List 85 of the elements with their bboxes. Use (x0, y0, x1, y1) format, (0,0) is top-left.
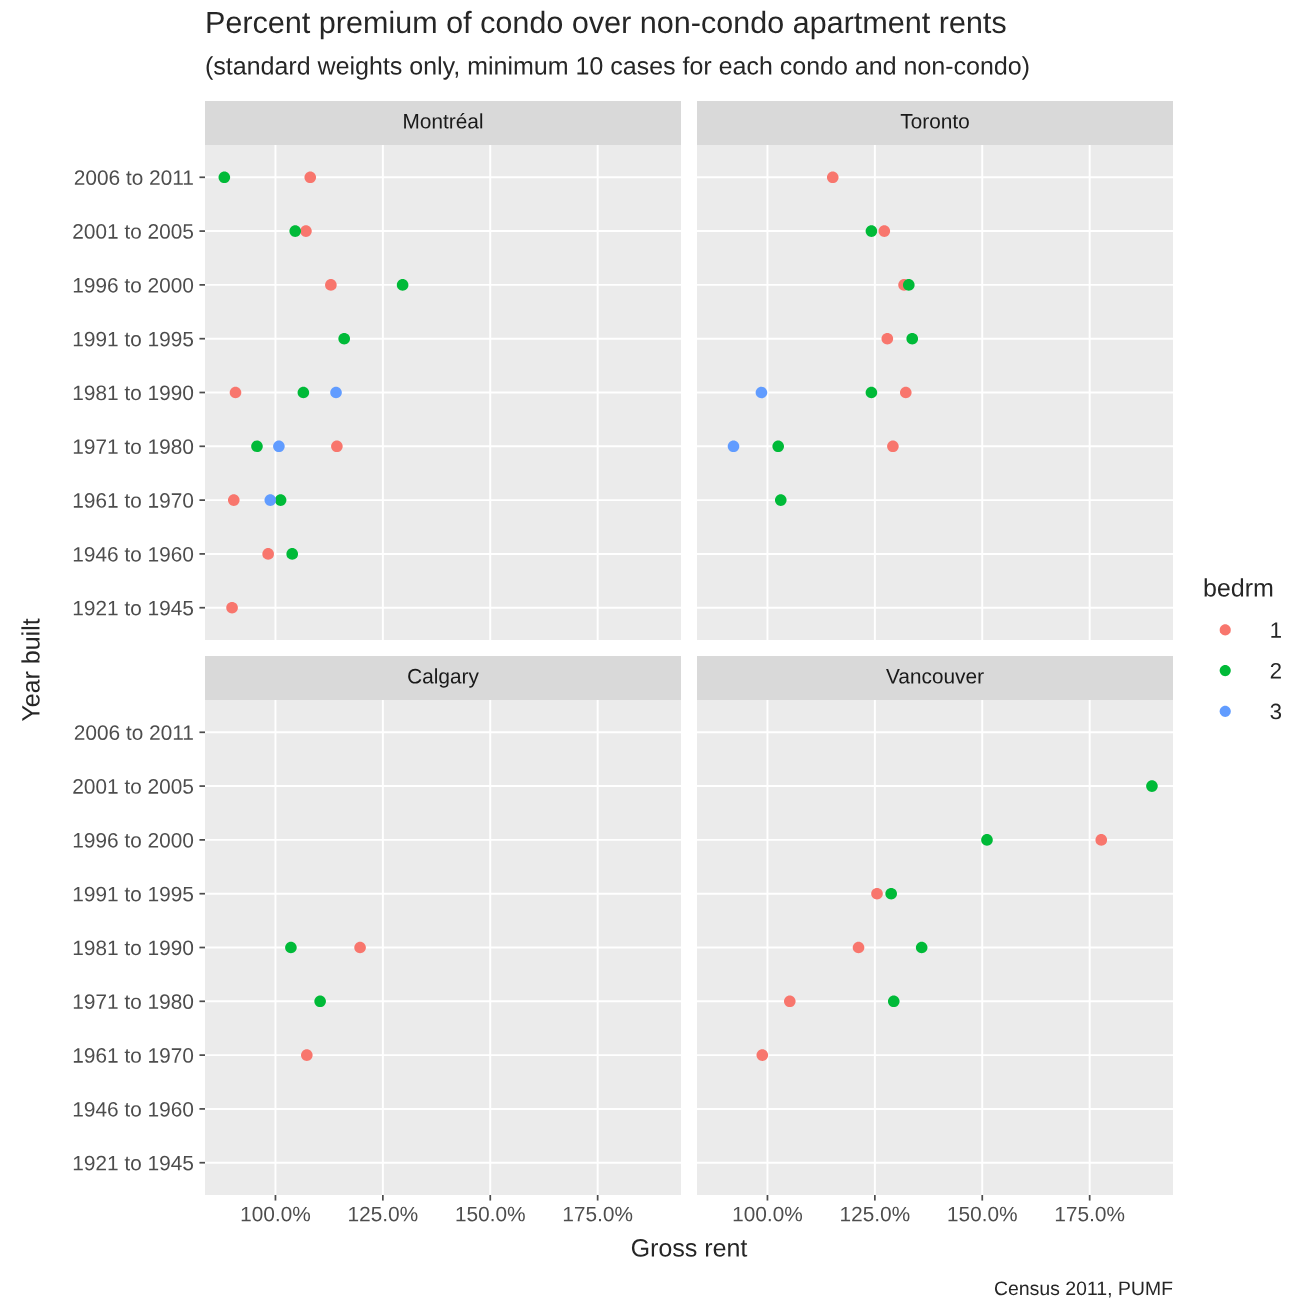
point (887, 995, 900, 1008)
point (330, 386, 342, 399)
point (297, 386, 310, 399)
x-tick-label: 175.0% (563, 1206, 633, 1222)
point (906, 332, 919, 345)
point (878, 225, 891, 237)
x-tick-label: 100.0% (241, 1206, 311, 1222)
x-axis-title: Gross rent (631, 1239, 748, 1257)
chart-title: Montréal (404, 113, 483, 129)
point (871, 887, 883, 900)
y-tick-label: 1971 to 1980 (73, 994, 194, 1010)
point (981, 834, 993, 846)
chart-title: Vancouver (886, 669, 984, 684)
y-tick-label: 2006 to 2011 (74, 170, 193, 186)
legend-title: bedrm (1204, 578, 1273, 597)
legend-label: 2 (1270, 662, 1281, 679)
point (899, 386, 912, 399)
x-tick-label: 150.0% (456, 1206, 525, 1222)
point (251, 440, 263, 453)
y-tick-label: 1996 to 2000 (73, 832, 194, 848)
y-tick-label: 1991 to 1995 (73, 886, 194, 902)
x-tick-label: 150.0% (948, 1206, 1017, 1222)
chart-title: Calgary (408, 668, 479, 688)
point (756, 1049, 769, 1061)
legend-label: 3 (1270, 703, 1282, 720)
point (226, 601, 238, 614)
point (325, 279, 337, 291)
y-tick-label: 2001 to 2005 (73, 779, 194, 794)
y-axis-title: Year built (21, 618, 40, 722)
point (304, 171, 317, 184)
y-tick-label: 1996 to 2000 (73, 277, 194, 293)
point (285, 941, 297, 954)
chart-title: Toronto (900, 114, 969, 129)
x-tick-label: 125.0% (841, 1206, 910, 1222)
point (218, 171, 231, 184)
point (289, 225, 302, 237)
y-tick-label: 1991 to 1995 (73, 331, 194, 347)
point (826, 171, 839, 184)
point (1146, 780, 1158, 792)
text: (standard weights only, minimum 10 cases for each condo and non-condo) (206, 56, 1029, 80)
point (915, 941, 928, 954)
point (331, 440, 343, 453)
point (727, 440, 740, 453)
point (772, 440, 784, 453)
point (301, 1049, 313, 1061)
y-tick-label: 1971 to 1980 (73, 439, 194, 455)
y-tick-label: 1961 to 1970 (73, 1048, 194, 1063)
point (865, 386, 878, 399)
y-tick-label: 1981 to 1990 (73, 940, 194, 956)
x-tick-label: 100.0% (733, 1206, 803, 1222)
point (865, 225, 878, 237)
y-tick-label: 1946 to 1960 (73, 546, 194, 562)
point (229, 386, 242, 399)
point (1095, 834, 1108, 846)
y-tick-label: 1981 to 1990 (73, 385, 194, 401)
text: Census 2011, PUMF (994, 1281, 1173, 1298)
x-tick-label: 175.0% (1055, 1206, 1125, 1222)
y-tick-label: 1921 to 1945 (73, 1155, 194, 1171)
y-tick-label: 1946 to 1960 (73, 1101, 194, 1117)
y-tick-label: 1921 to 1945 (73, 600, 194, 616)
y-tick-label: 2001 to 2005 (73, 224, 194, 239)
point (774, 494, 787, 506)
point (273, 440, 285, 453)
x-tick-label: 125.0% (349, 1206, 418, 1222)
point (852, 941, 865, 954)
point (264, 494, 277, 506)
point (881, 332, 894, 345)
point (274, 494, 287, 506)
point (887, 440, 899, 453)
text: Percent premium of condo over non-condo apartment rents (207, 10, 1006, 40)
point (885, 887, 897, 900)
point (396, 279, 409, 291)
point (902, 279, 915, 291)
point (783, 995, 796, 1008)
point (300, 225, 312, 237)
legend-label: 1 (1271, 622, 1281, 638)
point (227, 494, 240, 506)
y-tick-label: 1961 to 1970 (73, 493, 194, 508)
point (262, 548, 274, 560)
point (338, 332, 350, 345)
point (755, 386, 768, 399)
point (286, 548, 299, 560)
point (314, 995, 326, 1008)
y-tick-label: 2006 to 2011 (74, 725, 193, 741)
point (354, 941, 366, 954)
